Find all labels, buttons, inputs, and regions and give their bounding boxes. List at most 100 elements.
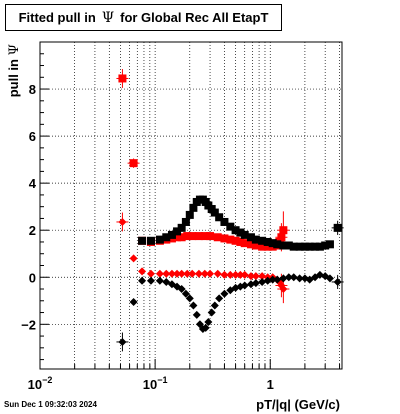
- square-marker: [277, 233, 286, 242]
- square-marker: [251, 241, 260, 250]
- x-tick-base: 10: [28, 377, 42, 392]
- square-marker: [258, 236, 267, 245]
- square-marker: [220, 217, 229, 226]
- diamond-marker: [138, 276, 147, 285]
- x-tick-base: 1: [267, 377, 274, 392]
- square-marker: [236, 237, 245, 246]
- square-marker: [162, 233, 171, 242]
- diamond-marker: [258, 272, 267, 281]
- title-suffix: for Global Rec All EtapT: [120, 10, 269, 25]
- square-marker: [183, 232, 192, 241]
- diamond-marker: [258, 277, 267, 286]
- y-axis-psi-symbol: Ψ: [7, 44, 22, 55]
- diamond-marker: [289, 273, 298, 282]
- square-marker: [206, 232, 215, 241]
- square-marker: [315, 242, 324, 251]
- diamond-marker: [162, 277, 171, 286]
- square-marker: [268, 239, 277, 248]
- square-marker: [200, 232, 209, 241]
- diamond-marker: [215, 294, 224, 303]
- square-marker: [333, 223, 342, 232]
- diamond-marker: [118, 337, 127, 346]
- diamond-marker: [162, 269, 171, 278]
- diamond-marker: [118, 217, 127, 226]
- diamond-marker: [181, 289, 190, 298]
- square-marker: [220, 234, 229, 243]
- square-marker: [215, 213, 224, 222]
- diamond-marker: [268, 275, 277, 284]
- diamond-marker: [284, 273, 293, 282]
- diamond-marker: [236, 270, 245, 279]
- diamond-marker: [279, 285, 288, 294]
- diamond-marker: [200, 269, 209, 278]
- square-marker: [210, 208, 219, 217]
- square-marker: [263, 237, 272, 246]
- y-tick-label: 2: [29, 223, 36, 238]
- square-marker: [231, 226, 240, 235]
- square-marker: [129, 159, 138, 168]
- square-marker: [188, 232, 197, 241]
- diamond-marker: [210, 301, 219, 310]
- diamond-marker: [226, 270, 235, 279]
- square-marker: [155, 235, 164, 244]
- diamond-marker: [129, 297, 138, 306]
- diamond-marker: [194, 269, 203, 278]
- square-marker: [226, 235, 235, 244]
- diamond-marker: [129, 254, 138, 263]
- square-marker: [246, 233, 255, 242]
- diamond-marker: [146, 276, 155, 285]
- square-marker: [279, 226, 288, 235]
- diamond-marker: [155, 276, 164, 285]
- square-marker: [300, 242, 309, 251]
- square-marker: [167, 230, 176, 239]
- diamond-marker: [273, 275, 282, 284]
- diamond-marker: [173, 269, 182, 278]
- square-marker: [185, 210, 194, 219]
- plot-frame: [39, 41, 343, 370]
- diamond-marker: [251, 279, 260, 288]
- diamond-marker: [185, 294, 194, 303]
- y-tick-label: 4: [29, 176, 37, 191]
- square-marker: [251, 235, 260, 244]
- diamond-marker: [333, 277, 342, 286]
- square-marker: [240, 230, 249, 239]
- x-axis-title: pT/|q| (GeV/c): [256, 397, 340, 412]
- timestamp: Sun Dec 1 09:32:03 2024: [4, 400, 97, 409]
- chart-title: Fitted pull in Ψ for Global Rec All Etap…: [5, 4, 282, 31]
- diamond-marker: [206, 269, 215, 278]
- diamond-marker: [138, 267, 147, 276]
- diamond-marker: [167, 269, 176, 278]
- square-marker: [226, 222, 235, 231]
- data-points: [116, 69, 344, 352]
- square-marker: [118, 74, 127, 83]
- diamond-marker: [192, 310, 201, 319]
- square-marker: [181, 217, 190, 226]
- square-marker: [173, 227, 182, 236]
- diamond-marker: [295, 274, 304, 283]
- diamond-marker: [279, 274, 288, 283]
- square-marker: [189, 203, 198, 212]
- diamond-marker: [207, 308, 216, 317]
- diamond-marker: [220, 289, 229, 298]
- x-tick-exponent: −1: [157, 375, 167, 385]
- square-marker: [177, 233, 186, 242]
- square-marker: [213, 233, 222, 242]
- x-tick-label: 10−1: [143, 375, 168, 392]
- diamond-marker: [251, 272, 260, 281]
- y-tick-label: 6: [29, 129, 36, 144]
- x-tick-label: 1: [267, 377, 274, 392]
- y-tick-label: −2: [21, 317, 36, 332]
- square-marker: [236, 228, 245, 237]
- grid-lines: [40, 42, 342, 369]
- x-tick-base: 10: [143, 377, 157, 392]
- diamond-marker: [155, 269, 164, 278]
- diamond-marker: [315, 270, 324, 279]
- square-marker: [289, 242, 298, 251]
- square-marker: [146, 236, 155, 245]
- y-axis-title-text: pull in: [6, 55, 21, 97]
- square-marker: [279, 241, 288, 250]
- x-tick-label: 10−2: [28, 375, 53, 392]
- diamond-marker: [246, 272, 255, 281]
